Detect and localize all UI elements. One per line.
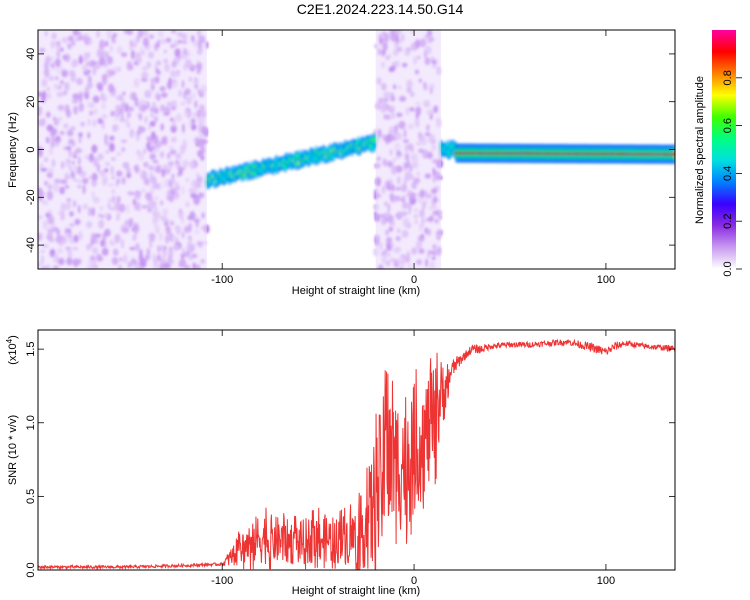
- x-tick-label: -100: [211, 274, 233, 286]
- colorbar-tick-label: 0.8: [722, 70, 734, 85]
- y-tick-label: 1.5: [25, 341, 37, 356]
- x-tick-label: -100: [211, 575, 233, 587]
- snr-plot-area: [38, 330, 675, 570]
- x-tick-label: 0: [411, 575, 417, 587]
- snr-x-axis-label: Height of straight line (km): [292, 585, 420, 597]
- spectrogram-x-axis-label: Height of straight line (km): [292, 285, 420, 297]
- x-tick-label: 100: [597, 274, 615, 286]
- snr-y-ticks: 0.0 0.5 1.0 1.5: [25, 341, 675, 578]
- chart-title: C2E1.2024.223.14.50.G14: [297, 1, 464, 17]
- colorbar-tick-label: 0.2: [722, 214, 734, 229]
- x-tick-label: 0: [411, 274, 417, 286]
- snr-x-ticks: -100 0 100: [211, 330, 615, 587]
- colorbar-tick-label: 0.4: [722, 166, 734, 181]
- snr-y-axis-label: SNR (10 * v/v): [7, 415, 19, 485]
- colorbar: 0.0 0.2 0.4 0.6 0.8 Normalized spectral ampl…: [694, 30, 742, 277]
- spectrogram-y-axis-label: Frequency (Hz): [7, 112, 19, 188]
- y-tick-label: 1.0: [25, 415, 37, 430]
- x-tick-label: 100: [597, 575, 615, 587]
- snr-y-multiplier: (x104): [5, 335, 20, 365]
- colorbar-gradient: [712, 30, 736, 269]
- snr-frame: [37, 329, 676, 571]
- noise-region: [38, 30, 207, 269]
- noise-region: [375, 30, 441, 269]
- colorbar-ticks: 0.0 0.2 0.4 0.6 0.8: [722, 70, 742, 277]
- colorbar-tick-label: 0.0: [722, 261, 734, 276]
- spectrogram-panel: -100 0 100 -40 -20 0 20 40 Height of straight …: [7, 29, 676, 297]
- spectrogram-marks: [38, 30, 675, 269]
- snr-panel: -100 0 100 0.0 0.5 1.0 1.5 Height of straight…: [5, 329, 676, 597]
- y-tick-label: 0.0: [25, 562, 37, 577]
- y-tick-label: 40: [25, 48, 37, 60]
- y-tick-label: 0.5: [25, 489, 37, 504]
- spectrogram-x-ticks: -100 0 100: [211, 30, 615, 286]
- y-tick-label: -20: [25, 189, 37, 205]
- colorbar-tick-label: 0.6: [722, 118, 734, 133]
- y-tick-label: 20: [25, 96, 37, 108]
- spectrogram-y-ticks: -40 -20 0 20 40: [25, 48, 675, 253]
- colorbar-label: Normalized spectral amplitude: [694, 76, 706, 224]
- y-tick-label: -40: [25, 237, 37, 253]
- y-tick-label: 0: [25, 146, 37, 152]
- snr-series-line: [38, 338, 675, 570]
